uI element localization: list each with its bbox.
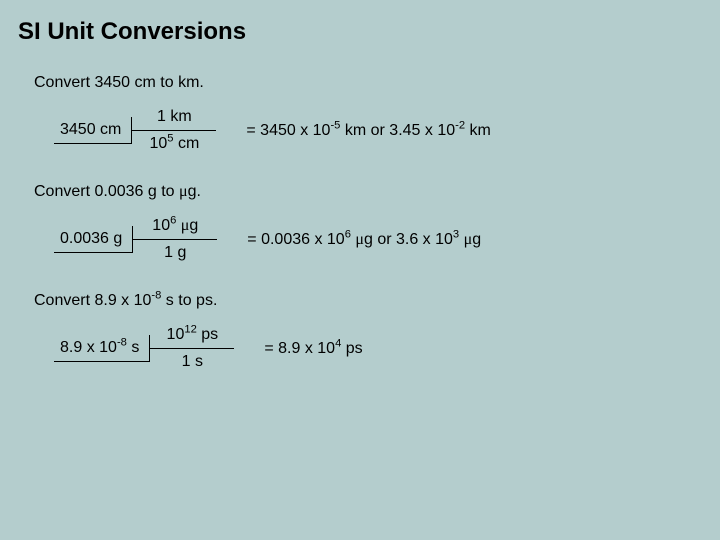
prompt-text: Convert 0.0036 g to μg. [34, 183, 702, 201]
given-value: 8.9 x 10-8 s [54, 335, 150, 362]
factor-denominator: 105 cm [132, 131, 216, 157]
factor-numerator: 1 km [132, 104, 216, 131]
factor-numerator: 1012 ps [150, 322, 234, 349]
work-row: 0.0036 g 106 μg 1 g = 0.0036 x 106 μg or… [54, 213, 702, 266]
result-text: = 0.0036 x 106 μg or 3.6 x 103 μg [247, 231, 481, 249]
conversion-block: Convert 8.9 x 10-8 s to ps. 8.9 x 10-8 s… [34, 292, 702, 375]
conversion-factor: 1012 ps 1 s [150, 322, 234, 375]
result-text: = 3450 x 10-5 km or 3.45 x 10-2 km [246, 122, 490, 140]
prompt-text: Convert 3450 cm to km. [34, 74, 702, 92]
prompt-text: Convert 8.9 x 10-8 s to ps. [34, 292, 702, 310]
page: SI Unit Conversions Convert 3450 cm to k… [0, 0, 720, 375]
conversion-block: Convert 0.0036 g to μg. 0.0036 g 106 μg … [34, 183, 702, 266]
factor-numerator: 106 μg [133, 213, 217, 240]
result-text: = 8.9 x 104 ps [264, 340, 362, 358]
given-value: 0.0036 g [54, 226, 133, 253]
factor-denominator: 1 g [133, 240, 217, 266]
conversion-factor: 106 μg 1 g [133, 213, 217, 266]
conversion-factor: 1 km 105 cm [132, 104, 216, 157]
given-value: 3450 cm [54, 117, 132, 144]
page-title: SI Unit Conversions [18, 18, 702, 46]
work-row: 8.9 x 10-8 s 1012 ps 1 s = 8.9 x 104 ps [54, 322, 702, 375]
conversion-block: Convert 3450 cm to km. 3450 cm 1 km 105 … [34, 74, 702, 157]
factor-denominator: 1 s [150, 349, 234, 375]
work-row: 3450 cm 1 km 105 cm = 3450 x 10-5 km or … [54, 104, 702, 157]
